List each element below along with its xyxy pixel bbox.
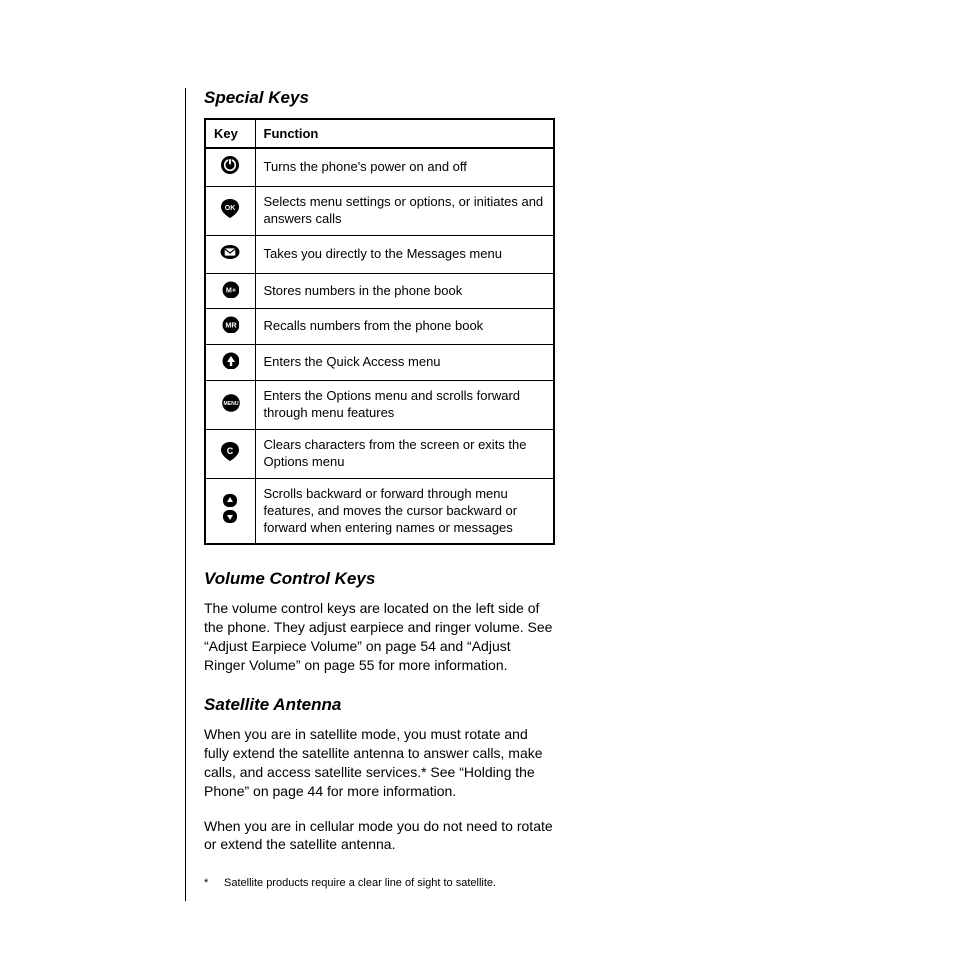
col-key: Key — [205, 119, 255, 148]
table-header-row: Key Function — [205, 119, 554, 148]
message-key-icon — [220, 242, 240, 267]
function-cell: Turns the phone's power on and off — [255, 148, 554, 186]
function-cell: Stores numbers in the phone book — [255, 273, 554, 309]
table-row: Selects menu settings or options, or ini… — [205, 186, 554, 235]
ok-key-icon — [220, 198, 240, 224]
function-cell: Recalls numbers from the phone book — [255, 309, 554, 345]
table-row: Clears characters from the screen or exi… — [205, 430, 554, 479]
heading-special-keys: Special Keys — [204, 88, 555, 108]
table-row: Recalls numbers from the phone book — [205, 309, 554, 345]
special-keys-table: Key Function Turns the phone's power on … — [204, 118, 555, 545]
col-function: Function — [255, 119, 554, 148]
footnote: * Satellite products require a clear lin… — [204, 876, 555, 890]
heading-antenna: Satellite Antenna — [204, 695, 555, 715]
function-cell: Enters the Quick Access menu — [255, 345, 554, 381]
footnote-text: Satellite products require a clear line … — [224, 876, 496, 890]
table-row: Stores numbers in the phone book — [205, 273, 554, 309]
mr-key-icon — [221, 315, 239, 338]
quickaccess-key-icon — [221, 351, 239, 374]
power-key-icon — [220, 155, 240, 180]
antenna-body-1: When you are in satellite mode, you must… — [204, 725, 555, 801]
function-cell: Selects menu settings or options, or ini… — [255, 186, 554, 235]
table-row: Turns the phone's power on and off — [205, 148, 554, 186]
antenna-body-2: When you are in cellular mode you do not… — [204, 817, 555, 855]
table-row: Takes you directly to the Messages menu — [205, 235, 554, 273]
table-row: Enters the Quick Access menu — [205, 345, 554, 381]
table-row: Enters the Options menu and scrolls forw… — [205, 381, 554, 430]
footnote-marker: * — [204, 876, 214, 890]
updown-key-icon — [220, 494, 240, 529]
clear-key-icon — [220, 441, 240, 467]
function-cell: Enters the Options menu and scrolls forw… — [255, 381, 554, 430]
document-page: Special Keys Key Function Turns the phon… — [185, 88, 555, 901]
function-cell: Scrolls backward or forward through menu… — [255, 478, 554, 544]
function-cell: Takes you directly to the Messages menu — [255, 235, 554, 273]
menu-key-icon — [221, 393, 240, 417]
mplus-key-icon — [221, 280, 239, 303]
volume-body: The volume control keys are located on t… — [204, 599, 555, 675]
function-cell: Clears characters from the screen or exi… — [255, 430, 554, 479]
heading-volume: Volume Control Keys — [204, 569, 555, 589]
table-row: Scrolls backward or forward through menu… — [205, 478, 554, 544]
